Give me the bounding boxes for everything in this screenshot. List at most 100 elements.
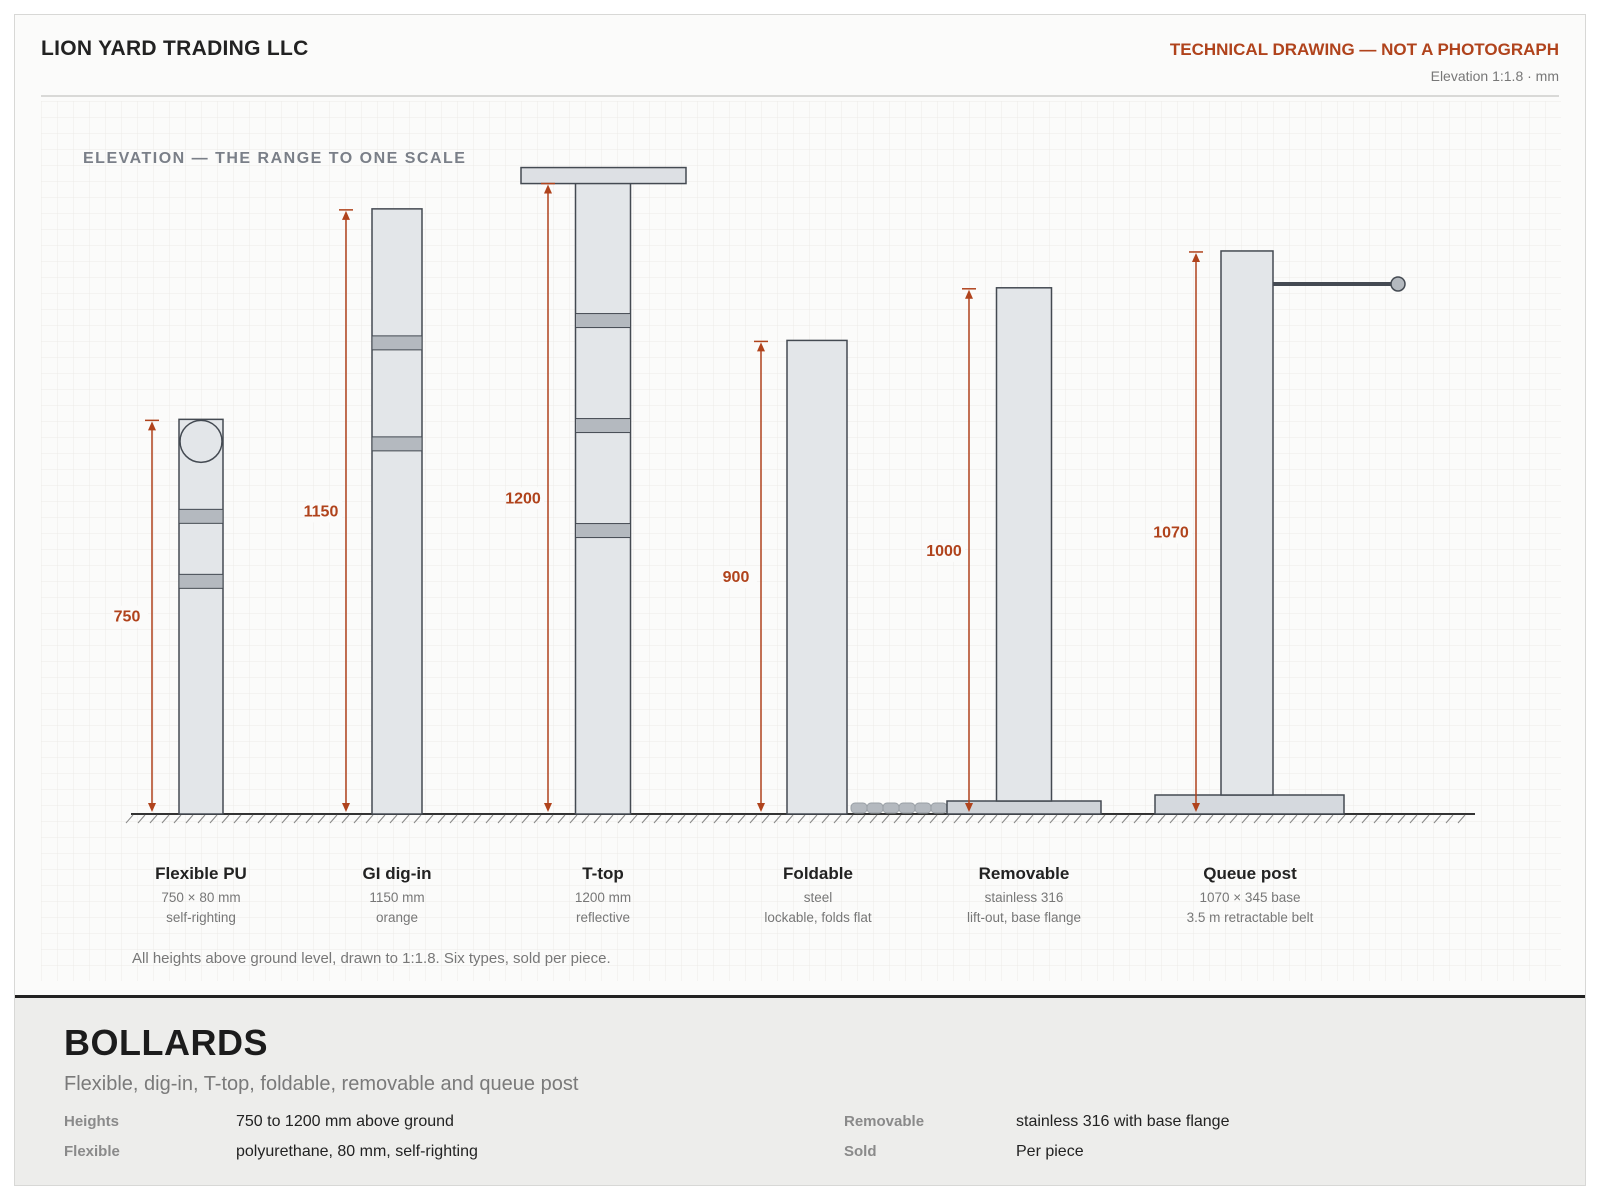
ground-hatch (413, 814, 422, 824)
spec-key: Heights (64, 1113, 120, 1130)
ground-hatch (197, 814, 206, 824)
ground-hatch (557, 814, 566, 824)
bollard-name: Queue post (1203, 864, 1297, 883)
dimension-label-bg (1156, 521, 1192, 544)
bollard-spec-line: reflective (576, 910, 630, 925)
ground-hatch (149, 814, 158, 824)
ground-hatch (293, 814, 302, 824)
bollard-name: Foldable (783, 864, 853, 883)
folded-segment (914, 802, 932, 814)
ground-hatch (797, 814, 806, 824)
dimension-label: 900 (723, 569, 750, 586)
bollard-gi-dig-in: 1150 GI dig-in 1150 mm orange (304, 208, 431, 925)
bollard-spec-line: self-righting (166, 910, 236, 925)
ground-hatch (689, 814, 698, 824)
ground-hatch (809, 814, 818, 824)
ground-hatch (377, 814, 386, 824)
ground-hatch (1085, 814, 1094, 824)
ground-hatch (989, 814, 998, 824)
folded-segment (898, 802, 916, 814)
ground-hatch (677, 814, 686, 824)
ground-hatch (1181, 814, 1190, 824)
dimension-arrow-top (757, 342, 765, 352)
bollard-spec-line: 750 × 80 mm (161, 890, 240, 905)
ground-hatch (1241, 814, 1250, 824)
drawing-sheet: LION YARD TRADING LLC TECHNICAL DRAWING … (14, 14, 1586, 1186)
ground-hatch (1109, 814, 1118, 824)
ground-hatch (245, 814, 254, 824)
ground-hatch (1361, 814, 1370, 824)
dimension-arrow-top (965, 289, 973, 299)
ground-hatch (437, 814, 446, 824)
ground-hatch (521, 814, 530, 824)
spec-value: stainless 316 with base flange (1016, 1113, 1230, 1130)
ground-hatch (629, 814, 638, 824)
bollards-layer: 750 Flexible PU 750 × 80 mm self-righting 11… (112, 166, 1406, 925)
reflective-band (371, 335, 423, 351)
bollard-removable: 1000 Removable stainless 316 lift-out, base… (926, 287, 1102, 925)
dimension-arrow-top (1192, 252, 1200, 262)
ground-hatch (569, 814, 578, 824)
ground-hatch (593, 814, 602, 824)
drawing-notice: TECHNICAL DRAWING — NOT A PHOTOGRAPH (1169, 40, 1559, 59)
bollard-name: Flexible PU (155, 864, 247, 883)
dimension-arrow-top (342, 210, 350, 220)
ground-hatch (1133, 814, 1142, 824)
ground-hatch (1229, 814, 1238, 824)
ground-hatch (773, 814, 782, 824)
bollard-spec-line: steel (804, 890, 833, 905)
ground-hatch (857, 814, 866, 824)
ground-hatch (1253, 814, 1262, 824)
ground-hatch (401, 814, 410, 824)
header-rule (41, 95, 1559, 97)
product-subtitle: Flexible, dig-in, T-top, foldable, remov… (64, 1073, 579, 1095)
ground-hatch (425, 814, 434, 824)
spec-key: Removable (844, 1113, 925, 1130)
ground-hatch (185, 814, 194, 824)
elevation-drawing: ELEVATION — THE RANGE TO ONE SCALE 750 Fl… (41, 101, 1561, 981)
bollard-post (574, 181, 632, 815)
bollard-foldable: 900 Foldable steel lockable, folds flat (721, 339, 948, 925)
reflective-band (371, 436, 423, 452)
dimension-label: 1070 (1153, 524, 1189, 541)
ground-hatch (533, 814, 542, 824)
ground-hatch (893, 814, 902, 824)
ground-hatch (965, 814, 974, 824)
queue-post-base (1154, 794, 1345, 815)
ground-hatch (749, 814, 758, 824)
ground-hatch (485, 814, 494, 824)
folded-segment (866, 802, 884, 814)
ground-hatch (1073, 814, 1082, 824)
bollard-queue-post: 1070 Queue post 1070 × 345 base 3.5 m retra… (1153, 250, 1406, 925)
ground-hatch (881, 814, 890, 824)
ground-hatch (1445, 814, 1454, 824)
bollard-post (786, 339, 848, 815)
ground-hatch (1205, 814, 1214, 824)
ground-hatch (221, 814, 230, 824)
ground-hatch (581, 814, 590, 824)
dimension-label-bg (508, 487, 544, 510)
dimension-label: 750 (114, 609, 141, 626)
elevation-svg: ELEVATION — THE RANGE TO ONE SCALE 750 Fl… (41, 101, 1561, 981)
ground-hatch (281, 814, 290, 824)
dimension-arrow-bottom (757, 803, 765, 812)
ground-hatch (173, 814, 182, 824)
ground-hatch (1049, 814, 1058, 824)
dimension-label-bg (929, 539, 965, 562)
bollard-spec-line: lockable, folds flat (764, 910, 872, 925)
ground-hatch (1433, 814, 1442, 824)
ground-hatch (1169, 814, 1178, 824)
ground-hatch (317, 814, 326, 824)
bollard-spec-line: 1070 × 345 base (1200, 890, 1301, 905)
ground-hatch (1313, 814, 1322, 824)
folded-segment (930, 802, 948, 814)
ground-hatch (269, 814, 278, 824)
dimension-arrow-bottom (1192, 803, 1200, 812)
ground-hatch (1265, 814, 1274, 824)
ground-hatch (509, 814, 518, 824)
spec-key: Sold (844, 1143, 877, 1160)
ground-hatch (1277, 814, 1286, 824)
dimension-label: 1150 (304, 503, 339, 520)
ground-hatch (1061, 814, 1070, 824)
spec-value: polyurethane, 80 mm, self-righting (236, 1143, 478, 1160)
